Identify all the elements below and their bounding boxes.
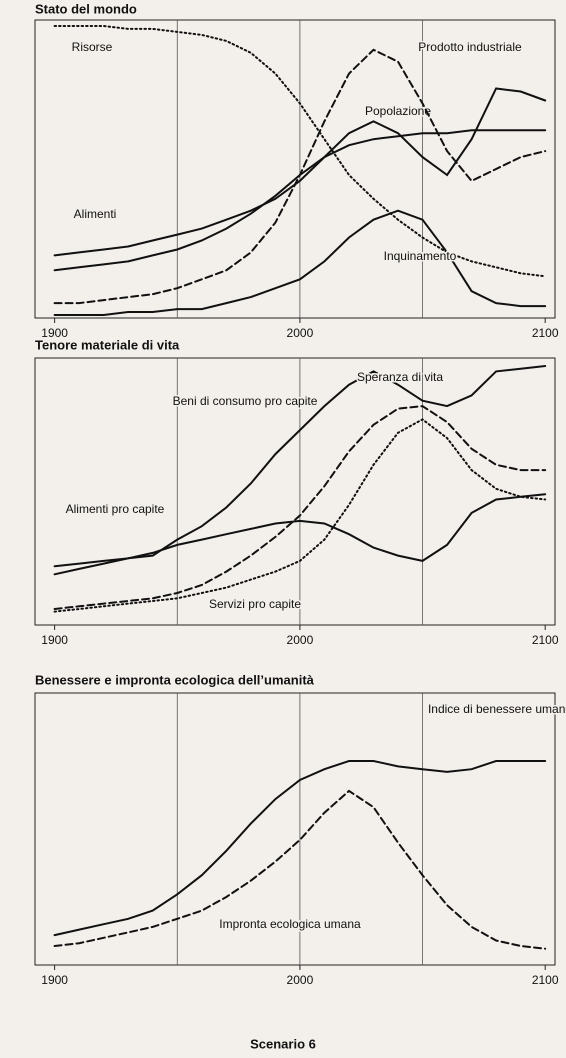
series-line xyxy=(53,760,547,937)
series-label: Alimenti pro capite xyxy=(66,502,165,516)
series-label: Popolazione xyxy=(365,104,431,118)
series-label: Beni di consumo pro capite xyxy=(173,394,318,408)
x-tick-label: 2100 xyxy=(532,973,559,987)
series-label: Inquinamento xyxy=(384,249,457,263)
series-line xyxy=(53,87,547,257)
plot-frame xyxy=(34,357,556,626)
series-line xyxy=(53,789,547,950)
series-label: Impronta ecologica umana xyxy=(219,917,361,931)
series-line xyxy=(53,493,547,576)
x-tick-label: 1900 xyxy=(41,633,68,647)
x-tick-label: 1900 xyxy=(41,973,68,987)
series-label: Risorse xyxy=(72,40,113,54)
caption: Scenario 6 xyxy=(250,1036,316,1051)
series-line xyxy=(53,418,547,613)
x-tick-label: 2100 xyxy=(532,633,559,647)
series-line xyxy=(53,25,547,278)
series-label: Indice di benessere umano xyxy=(428,702,566,716)
plot-frame xyxy=(34,19,556,319)
series-label: Servizi pro capite xyxy=(209,597,301,611)
series-label: Alimenti xyxy=(74,207,117,221)
chart-title: Tenore materiale di vita xyxy=(35,337,180,352)
x-tick-label: 1900 xyxy=(41,326,68,340)
x-tick-label: 2000 xyxy=(287,326,314,340)
chart-title: Benessere e impronta ecologica dell’uman… xyxy=(35,672,315,687)
chart-title: Stato del mondo xyxy=(35,1,137,16)
x-tick-label: 2100 xyxy=(532,326,559,340)
series-line xyxy=(53,48,547,305)
plot-frame xyxy=(34,692,556,966)
series-line xyxy=(53,405,547,610)
series-line xyxy=(53,209,547,316)
series-label: Prodotto industriale xyxy=(418,40,522,54)
x-tick-label: 2000 xyxy=(287,633,314,647)
x-tick-label: 2000 xyxy=(287,973,314,987)
series-label: Speranza di vita xyxy=(357,370,443,384)
